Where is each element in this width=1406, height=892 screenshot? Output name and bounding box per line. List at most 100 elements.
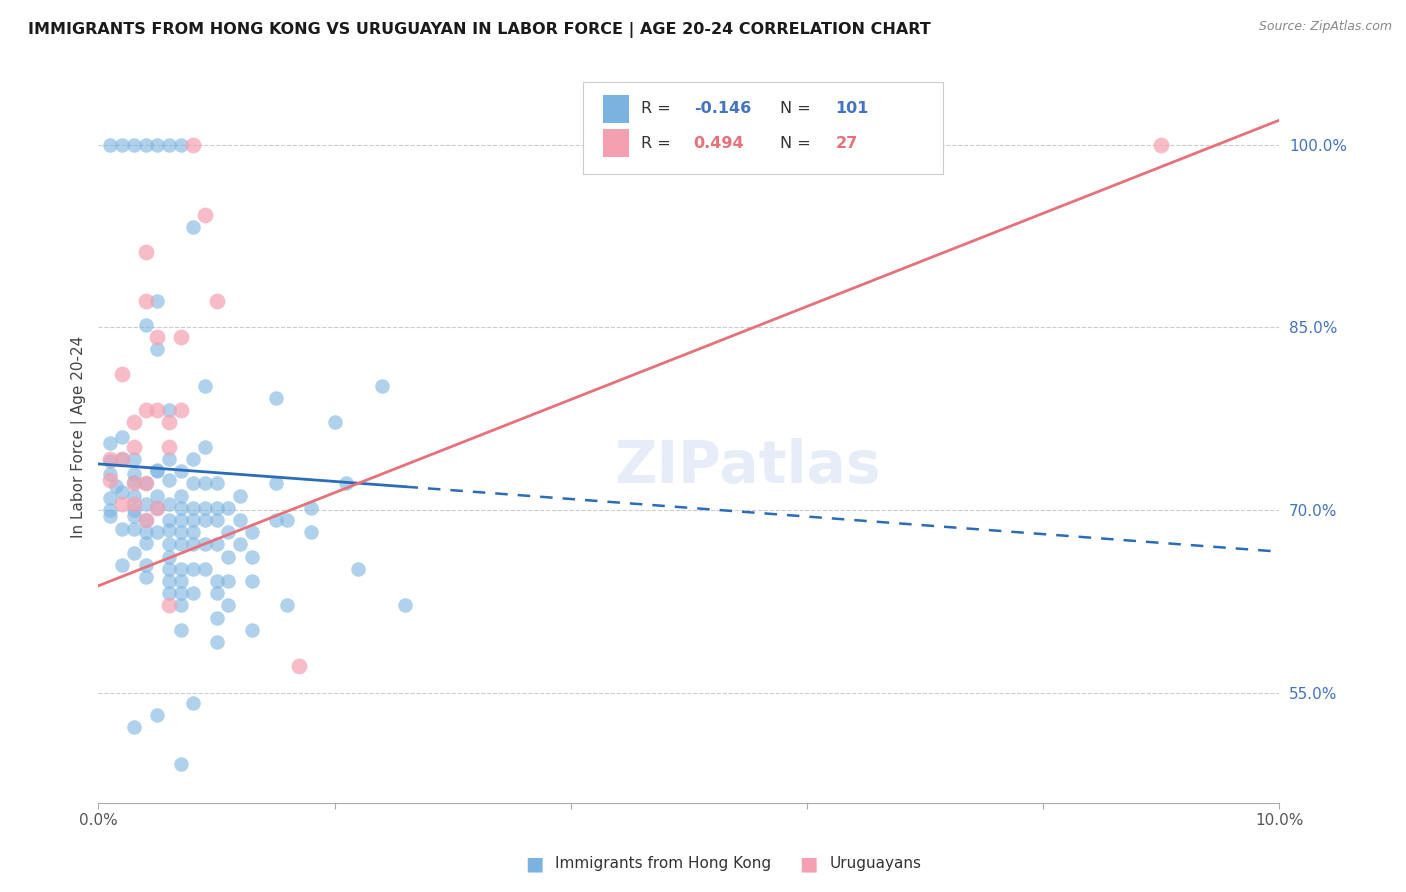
Point	[146, 500, 169, 515]
Point	[122, 440, 145, 454]
Point	[194, 500, 217, 515]
Text: N =: N =	[780, 136, 815, 151]
Point	[181, 452, 204, 467]
Point	[135, 476, 157, 491]
Point	[146, 464, 169, 478]
Point	[170, 137, 193, 152]
Point	[135, 513, 157, 527]
Point	[194, 513, 217, 527]
Point	[135, 570, 157, 584]
Point	[264, 513, 287, 527]
Text: Immigrants from Hong Kong: Immigrants from Hong Kong	[555, 856, 772, 871]
Point	[299, 525, 322, 540]
Y-axis label: In Labor Force | Age 20-24: In Labor Force | Age 20-24	[72, 336, 87, 538]
Point	[98, 473, 121, 487]
Point	[217, 599, 239, 613]
Point	[323, 416, 346, 430]
Point	[157, 416, 180, 430]
Point	[146, 463, 169, 477]
Point	[240, 574, 263, 588]
Text: R =: R =	[641, 136, 675, 151]
Point	[194, 379, 217, 393]
Point	[111, 430, 134, 444]
Point	[135, 293, 157, 308]
Point	[170, 464, 193, 478]
Point	[194, 440, 217, 454]
Point	[135, 137, 157, 152]
Point	[170, 756, 193, 771]
Point	[111, 558, 134, 573]
Point	[205, 293, 228, 308]
Point	[170, 513, 193, 527]
Point	[157, 562, 180, 576]
Point	[146, 330, 169, 344]
Point	[217, 525, 239, 540]
Point	[170, 623, 193, 637]
Point	[170, 562, 193, 576]
Point	[157, 137, 180, 152]
Point	[98, 137, 121, 152]
Point	[122, 137, 145, 152]
Text: ZIPatlas: ZIPatlas	[614, 438, 882, 495]
Text: R =: R =	[641, 101, 675, 116]
Point	[181, 537, 204, 551]
Point	[170, 525, 193, 540]
Point	[157, 549, 180, 564]
Point	[157, 403, 180, 417]
Point	[111, 452, 134, 467]
Text: N =: N =	[780, 101, 815, 116]
Point	[135, 318, 157, 332]
Point	[217, 500, 239, 515]
Point	[170, 403, 193, 417]
Point	[157, 497, 180, 511]
Point	[170, 586, 193, 600]
Point	[181, 525, 204, 540]
Point	[157, 473, 180, 487]
Point	[111, 367, 134, 381]
Point	[122, 452, 145, 467]
Point	[105, 479, 128, 493]
Point	[205, 586, 228, 600]
Point	[146, 293, 169, 308]
Point	[264, 391, 287, 405]
Point	[122, 546, 145, 560]
Point	[98, 503, 121, 517]
FancyBboxPatch shape	[603, 95, 628, 122]
Point	[146, 343, 169, 357]
FancyBboxPatch shape	[582, 82, 943, 174]
Point	[122, 503, 145, 517]
Point	[157, 523, 180, 537]
Point	[170, 599, 193, 613]
Point	[122, 509, 145, 524]
Point	[111, 137, 134, 152]
Text: -0.146: -0.146	[693, 101, 751, 116]
Point	[146, 525, 169, 540]
Point	[157, 440, 180, 454]
Text: IMMIGRANTS FROM HONG KONG VS URUGUAYAN IN LABOR FORCE | AGE 20-24 CORRELATION CH: IMMIGRANTS FROM HONG KONG VS URUGUAYAN I…	[28, 22, 931, 38]
Text: 27: 27	[835, 136, 858, 151]
Text: 0.494: 0.494	[693, 136, 744, 151]
Point	[146, 500, 169, 515]
Point	[135, 497, 157, 511]
Point	[111, 497, 134, 511]
Point	[122, 416, 145, 430]
Point	[181, 500, 204, 515]
Point	[122, 720, 145, 734]
Point	[288, 659, 311, 673]
Point	[122, 521, 145, 535]
Point	[146, 137, 169, 152]
Point	[135, 403, 157, 417]
Point	[205, 574, 228, 588]
Point	[170, 537, 193, 551]
Point	[194, 537, 217, 551]
Point	[205, 476, 228, 491]
Point	[229, 513, 252, 527]
Point	[157, 574, 180, 588]
Point	[157, 537, 180, 551]
Point	[135, 558, 157, 573]
Point	[181, 513, 204, 527]
Point	[122, 475, 145, 490]
Point	[181, 220, 204, 235]
Point	[240, 623, 263, 637]
Point	[217, 549, 239, 564]
